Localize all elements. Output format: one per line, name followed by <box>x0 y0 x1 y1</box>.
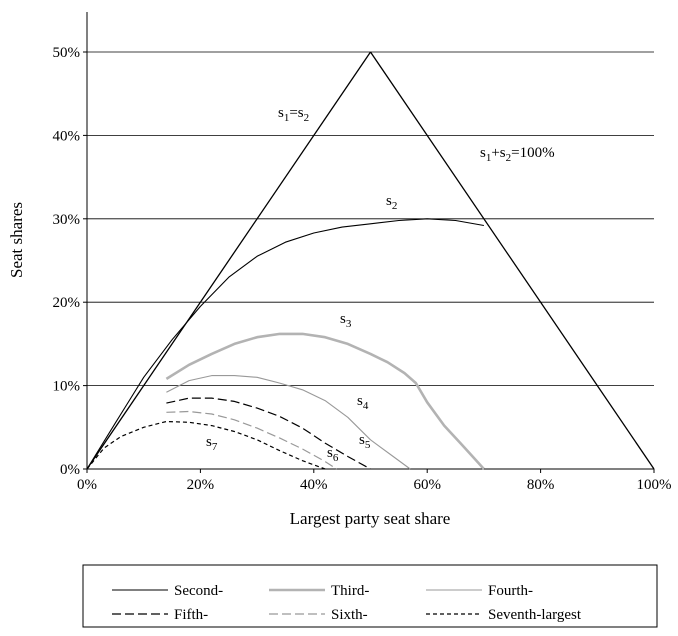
series-line-6 <box>166 410 337 470</box>
series-line-2 <box>86 218 484 470</box>
series-line-7 <box>86 420 326 470</box>
annotation-sum-100: s1+s2=100% <box>480 145 555 164</box>
legend: Second- Third- Fourth- Fifth- Sixth- Seventh-… <box>82 564 658 628</box>
series-lines <box>86 218 485 470</box>
annotation-s7: s7 <box>206 434 218 453</box>
series-line-4 <box>166 375 411 470</box>
y-tick-label: 0% <box>60 462 80 478</box>
y-tick-label: 50% <box>53 45 81 61</box>
legend-label-6: Sixth- <box>331 607 368 623</box>
x-ticks: 0% 20% 40% 60% 80% 100% <box>77 469 672 493</box>
legend-label-4: Fourth- <box>488 583 533 599</box>
x-axis-title: Largest party seat share <box>290 509 451 528</box>
reference-line-0 <box>86 51 372 470</box>
y-ticks: 0% 10% 20% 30% 40% 50% <box>53 45 87 478</box>
y-tick-label: 40% <box>53 128 81 144</box>
legend-box <box>82 564 658 628</box>
x-tick-label: 80% <box>527 477 555 493</box>
x-tick-label: 60% <box>413 477 441 493</box>
y-axis-title: Seat shares <box>7 202 26 278</box>
x-tick-label: 40% <box>300 477 328 493</box>
legend-label-7: Seventh-largest <box>488 607 582 623</box>
annotation-s3: s3 <box>340 311 352 330</box>
series-line-5 <box>166 397 371 470</box>
y-tick-label: 30% <box>53 212 81 228</box>
x-tick-label: 0% <box>77 477 97 493</box>
annotation-s5: s5 <box>359 432 371 451</box>
y-tick-label: 20% <box>53 295 81 311</box>
series-line-3 <box>165 332 485 470</box>
annotation-s1-eq-s2: s1=s2 <box>278 105 309 124</box>
legend-label-2: Second- <box>174 583 223 599</box>
annotation-s6: s6 <box>327 445 339 464</box>
y-tick-label: 10% <box>53 379 81 395</box>
x-tick-label: 100% <box>637 477 672 493</box>
annotation-s4: s4 <box>357 393 369 412</box>
x-tick-label: 20% <box>187 477 215 493</box>
legend-label-3: Third- <box>331 583 369 599</box>
axes <box>86 12 654 470</box>
reference-lines <box>86 51 655 470</box>
annotation-s2: s2 <box>386 193 397 212</box>
horizontal-gridlines <box>87 51 654 387</box>
legend-label-5: Fifth- <box>174 607 208 623</box>
reference-line-1 <box>369 51 655 470</box>
